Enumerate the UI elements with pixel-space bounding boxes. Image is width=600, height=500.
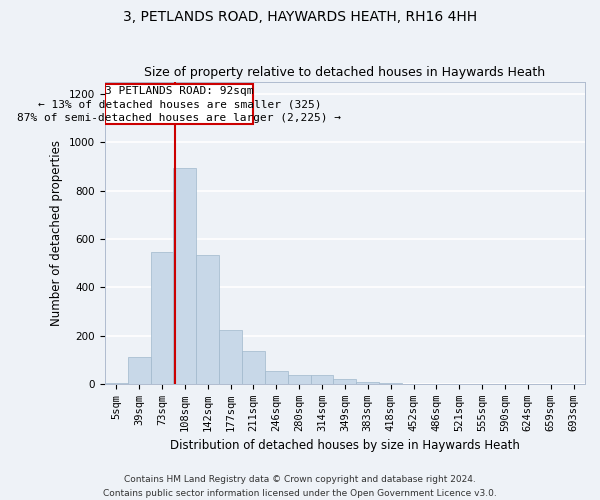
Text: 87% of semi-detached houses are larger (2,225) →: 87% of semi-detached houses are larger (… bbox=[17, 112, 341, 122]
Bar bbox=[288, 376, 311, 384]
Bar bbox=[105, 84, 253, 124]
Bar bbox=[265, 370, 288, 384]
Bar bbox=[356, 382, 379, 384]
Title: Size of property relative to detached houses in Haywards Heath: Size of property relative to detached ho… bbox=[145, 66, 545, 80]
Text: Contains HM Land Registry data © Crown copyright and database right 2024.
Contai: Contains HM Land Registry data © Crown c… bbox=[103, 476, 497, 498]
Bar bbox=[105, 382, 128, 384]
Bar bbox=[242, 352, 265, 384]
Bar bbox=[128, 358, 151, 384]
Bar bbox=[196, 254, 219, 384]
Text: ← 13% of detached houses are smaller (325): ← 13% of detached houses are smaller (32… bbox=[38, 100, 321, 110]
Bar bbox=[219, 330, 242, 384]
Text: 3 PETLANDS ROAD: 92sqm: 3 PETLANDS ROAD: 92sqm bbox=[105, 86, 254, 96]
Bar bbox=[379, 382, 402, 384]
Bar bbox=[173, 168, 196, 384]
Y-axis label: Number of detached properties: Number of detached properties bbox=[50, 140, 63, 326]
Bar bbox=[311, 376, 334, 384]
Text: 3, PETLANDS ROAD, HAYWARDS HEATH, RH16 4HH: 3, PETLANDS ROAD, HAYWARDS HEATH, RH16 4… bbox=[123, 10, 477, 24]
X-axis label: Distribution of detached houses by size in Haywards Heath: Distribution of detached houses by size … bbox=[170, 440, 520, 452]
Bar bbox=[334, 379, 356, 384]
Bar bbox=[151, 252, 173, 384]
